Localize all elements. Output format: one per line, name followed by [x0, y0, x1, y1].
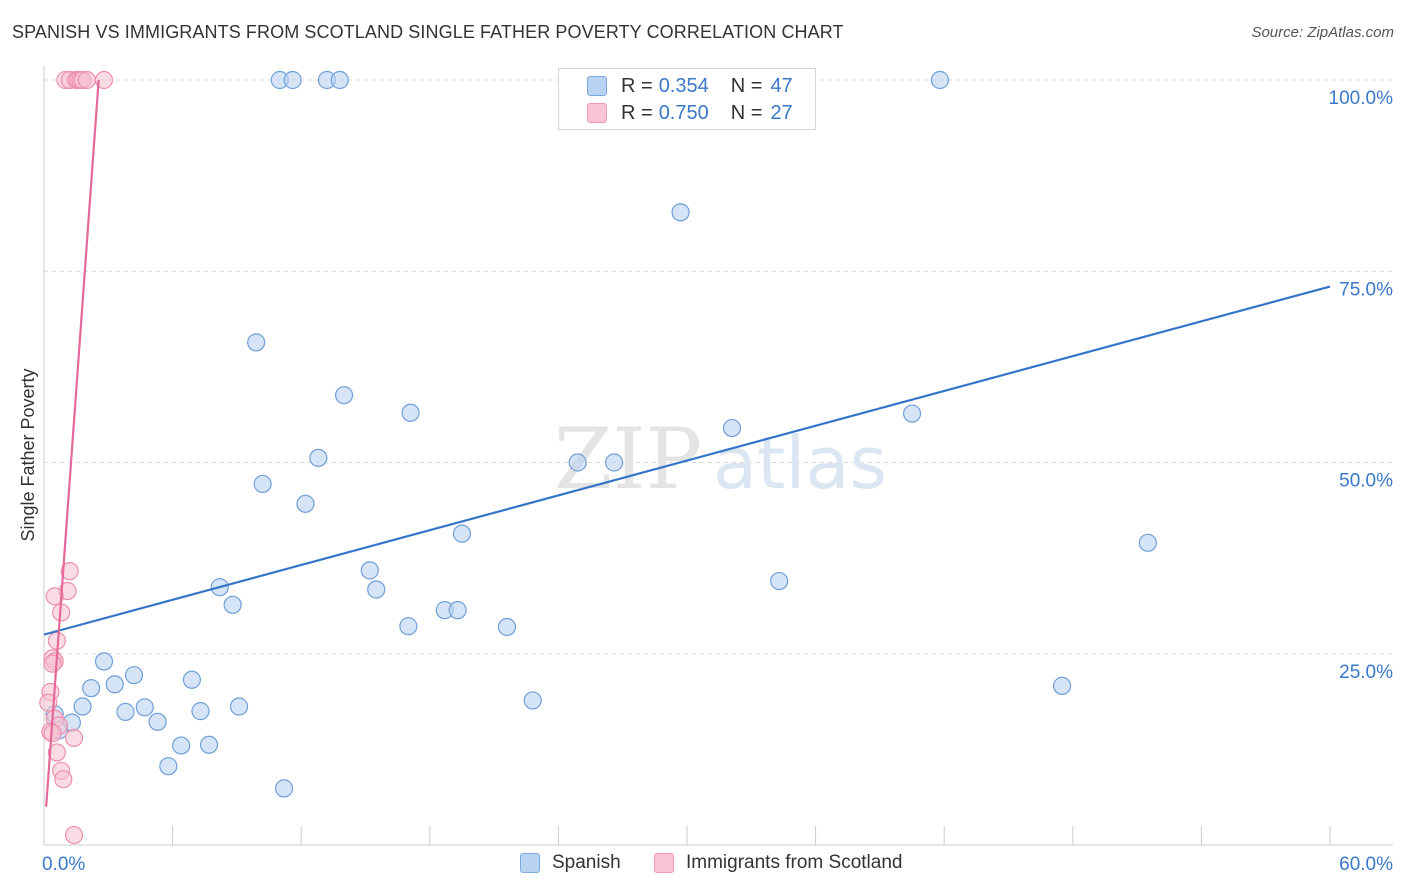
data-point-spanish	[360, 561, 379, 580]
tick-labels: 25.0% 50.0% 75.0% 100.0% 0.0% 60.0%	[42, 88, 1393, 875]
watermark-atlas: atlas	[713, 421, 887, 505]
legend-r-label: R =	[621, 74, 653, 97]
data-point-spanish	[448, 601, 467, 620]
data-point-spanish	[223, 595, 242, 614]
legend-row-spanish: R = 0.354 N = 47	[587, 73, 793, 99]
trend-lines	[43, 79, 1331, 807]
data-point-spanish	[182, 670, 201, 689]
data-point-spanish	[172, 736, 191, 755]
gridlines	[44, 79, 1393, 655]
data-point-spanish	[116, 702, 135, 721]
data-point-spanish	[159, 757, 178, 776]
source-label: Source: ZipAtlas.com	[1251, 24, 1394, 41]
data-point-scotland	[43, 654, 62, 673]
legend-r-value-spanish: 0.354	[658, 74, 709, 97]
data-point-spanish	[902, 404, 922, 423]
data-point-spanish	[722, 418, 742, 438]
data-point-spanish	[309, 448, 328, 468]
legend: R = 0.354 N = 47 R = 0.750 N = 27	[558, 68, 816, 130]
data-point-scotland	[54, 770, 73, 789]
legend-n-value-spanish: 47	[770, 74, 793, 97]
bottom-legend-spanish: Spanish	[520, 852, 621, 874]
legend-n-value-scotland: 27	[770, 101, 793, 124]
x-tick-label: 0.0%	[42, 854, 85, 875]
y-axis-label: Single Father Poverty	[18, 368, 38, 541]
data-point-spanish	[247, 333, 266, 352]
legend-n-label: N =	[730, 101, 763, 124]
bottom-legend-label-spanish: Spanish	[552, 852, 621, 873]
legend-swatch-spanish	[587, 76, 607, 96]
data-point-spanish	[124, 666, 144, 685]
bottom-legend-scotland: Immigrants from Scotland	[654, 852, 902, 874]
data-point-scotland	[60, 562, 79, 581]
watermark: ZIP atlas	[554, 410, 887, 508]
chart-title: SPANISH VS IMMIGRANTS FROM SCOTLAND SING…	[12, 22, 844, 42]
data-point-spanish	[671, 203, 690, 222]
data-point-spanish	[274, 779, 294, 798]
data-point-spanish	[334, 386, 354, 405]
legend-swatch-scotland	[587, 103, 607, 123]
x-tick-label: 60.0%	[1339, 854, 1393, 875]
data-point-spanish	[605, 453, 624, 472]
legend-n-label: N =	[730, 74, 763, 97]
data-point-spanish	[73, 697, 92, 716]
axes	[43, 66, 1393, 846]
data-point-spanish	[452, 524, 472, 543]
data-point-spanish	[770, 571, 789, 591]
data-point-spanish	[497, 617, 517, 637]
trend-line-spanish	[43, 285, 1331, 636]
data-point-spanish	[399, 617, 418, 636]
y-tick-label: 25.0%	[1339, 662, 1393, 683]
data-point-spanish	[82, 679, 101, 698]
data-point-spanish	[253, 474, 272, 494]
y-tick-label: 50.0%	[1339, 471, 1393, 492]
data-point-spanish	[568, 453, 587, 472]
data-point-spanish	[523, 691, 542, 710]
data-point-spanish	[930, 70, 950, 90]
data-point-scotland	[64, 728, 84, 748]
data-point-scotland	[94, 70, 114, 90]
bottom-legend-swatch-spanish	[520, 853, 540, 873]
data-point-spanish	[1138, 533, 1157, 552]
data-point-spanish	[330, 70, 349, 90]
y-tick-label: 100.0%	[1329, 88, 1394, 109]
data-point-spanish	[94, 652, 114, 671]
data-point-spanish	[367, 580, 386, 599]
bottom-legend-label-scotland: Immigrants from Scotland	[686, 852, 903, 873]
data-point-spanish	[191, 702, 210, 721]
data-point-spanish	[105, 675, 124, 694]
data-point-spanish	[1052, 676, 1072, 695]
data-point-spanish	[401, 403, 420, 422]
data-point-spanish	[135, 698, 154, 717]
data-point-spanish	[296, 494, 315, 513]
data-point-spanish	[229, 697, 249, 716]
data-point-spanish	[283, 70, 302, 90]
y-tick-label: 75.0%	[1339, 279, 1393, 300]
data-point-scotland	[64, 825, 84, 845]
legend-r-value-scotland: 0.750	[658, 101, 709, 124]
legend-r-label: R =	[621, 101, 653, 124]
legend-row-scotland: R = 0.750 N = 27	[587, 100, 793, 126]
trend-line-scotland	[45, 79, 100, 807]
bottom-legend-swatch-scotland	[654, 853, 674, 873]
data-point-scotland	[45, 587, 64, 606]
data-point-scotland	[77, 70, 96, 90]
data-point-spanish	[148, 712, 167, 731]
data-point-scotland	[47, 743, 66, 762]
data-point-spanish	[199, 735, 219, 754]
